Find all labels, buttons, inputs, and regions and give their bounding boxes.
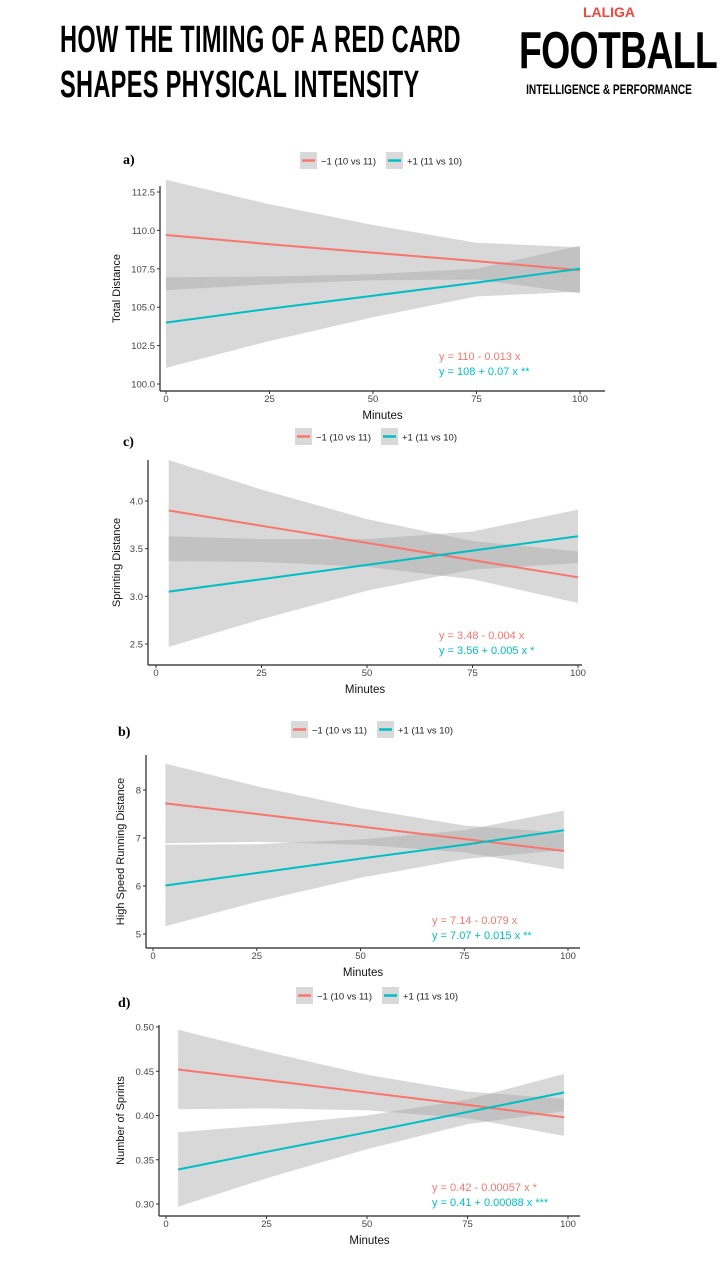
y-tick-label: 0.45: [136, 1067, 155, 1078]
legend-label: +1 (11 vs 10): [407, 157, 462, 168]
regression-equation-minus1: y = 3.48 - 0.004 x: [439, 630, 525, 642]
fit-line-plus1: [165, 829, 565, 887]
fit-line-plus1: [168, 535, 579, 593]
laliga-logo: LALIGA FOOTBALL INTELLIGENCE & PERFORMAN…: [519, 4, 718, 98]
fit-line-minus1: [165, 802, 565, 852]
x-tick-label: 25: [264, 394, 275, 405]
legend-label: −1 (10 vs 11): [321, 157, 376, 168]
y-tick-label: 4.0: [130, 497, 143, 508]
fit-line-plus1: [165, 267, 581, 324]
y-tick-label: 0.30: [136, 1200, 155, 1211]
confidence-band-plus1: [178, 1073, 564, 1207]
y-axis-title: Number of Sprints: [115, 1076, 127, 1165]
x-tick-label: 0: [163, 394, 168, 405]
x-tick-label: 25: [251, 951, 262, 962]
fit-line-plus1: [177, 1091, 565, 1171]
y-tick-label: 3.5: [130, 544, 143, 555]
x-tick-label: 0: [150, 951, 155, 962]
fit-line-minus1: [177, 1068, 565, 1119]
x-tick-label: 100: [572, 394, 588, 405]
x-axis-title: Minutes: [345, 684, 386, 696]
x-tick-label: 50: [355, 951, 366, 962]
confidence-band-minus1: [178, 1029, 564, 1136]
x-axis-title: Minutes: [349, 1235, 390, 1247]
y-tick-label: 0.50: [136, 1023, 155, 1034]
y-tick-label: 110.0: [132, 226, 155, 237]
x-tick-label: 75: [459, 951, 470, 962]
y-tick-label: 112.5: [132, 188, 155, 199]
x-tick-label: 100: [570, 668, 586, 679]
logo-subtitle-text: INTELLIGENCE & PERFORMANCE: [526, 81, 692, 97]
y-tick-label: 102.5: [131, 341, 155, 352]
regression-equation-plus1: y = 0.41 + 0.00088 x ***: [432, 1197, 549, 1209]
legend-label: +1 (11 vs 10): [398, 726, 453, 737]
confidence-band-minus1: [166, 179, 580, 294]
logo-football-text: FOOTBALL: [519, 22, 718, 80]
y-tick-label: 100.0: [131, 380, 155, 391]
y-axis-title: Total Distance: [111, 254, 123, 323]
regression-equation-plus1: y = 108 + 0.07 x **: [439, 366, 530, 378]
legend-label: −1 (10 vs 11): [316, 433, 371, 444]
x-tick-label: 50: [362, 668, 373, 679]
y-tick-label: 2.5: [130, 640, 143, 651]
legend-label: +1 (11 vs 10): [402, 433, 457, 444]
y-tick-label: 0.40: [136, 1111, 155, 1122]
legend-label: −1 (10 vs 11): [317, 992, 372, 1003]
regression-equation-plus1: y = 7.07 + 0.015 x **: [432, 930, 532, 942]
y-tick-label: 8: [136, 786, 141, 797]
x-axis-title: Minutes: [343, 967, 384, 979]
x-tick-label: 75: [467, 668, 478, 679]
y-tick-label: 0.35: [136, 1155, 155, 1166]
page-title-line-1: HOW THE TIMING OF A RED CARD: [60, 19, 461, 61]
panel-label: d): [118, 996, 131, 1011]
y-tick-label: 5: [136, 930, 141, 941]
confidence-band-plus1: [166, 245, 580, 368]
fit-line-minus1: [168, 509, 579, 579]
y-tick-label: 105.0: [131, 303, 155, 314]
confidence-band-minus1: [165, 763, 564, 870]
y-axis-title: High Speed Running Distance: [115, 778, 127, 925]
fit-line-minus1: [165, 234, 581, 272]
x-tick-label: 50: [362, 1219, 373, 1230]
x-tick-label: 25: [261, 1219, 272, 1230]
y-tick-label: 7: [136, 834, 141, 845]
x-tick-label: 100: [560, 951, 576, 962]
regression-equation-minus1: y = 0.42 - 0.00057 x *: [432, 1182, 538, 1194]
y-tick-label: 3.0: [130, 592, 143, 603]
y-tick-label: 6: [136, 882, 141, 893]
regression-equation-plus1: y = 3.56 + 0.005 x *: [439, 645, 535, 657]
logo-laliga-text: LALIGA: [582, 4, 636, 20]
panel-label: b): [118, 725, 131, 740]
x-tick-label: 0: [153, 668, 158, 679]
legend-label: −1 (10 vs 11): [312, 726, 367, 737]
panel-label: a): [123, 153, 135, 168]
panel-label: c): [123, 435, 134, 450]
regression-equation-minus1: y = 110 - 0.013 x: [439, 351, 521, 363]
x-tick-label: 75: [471, 394, 482, 405]
y-tick-label: 107.5: [131, 264, 155, 275]
x-tick-label: 25: [256, 668, 267, 679]
x-tick-label: 50: [368, 394, 379, 405]
x-tick-label: 75: [462, 1219, 473, 1230]
x-tick-label: 100: [560, 1219, 576, 1230]
confidence-band-minus1: [168, 460, 578, 603]
x-tick-label: 0: [163, 1219, 168, 1230]
x-axis-title: Minutes: [362, 410, 403, 422]
page-title-line-2: SHAPES PHYSICAL INTENSITY: [60, 64, 420, 106]
y-axis-title: Sprinting Distance: [111, 518, 123, 607]
confidence-band-plus1: [168, 509, 578, 647]
regression-equation-minus1: y = 7.14 - 0.079 x: [432, 915, 518, 927]
legend-label: +1 (11 vs 10): [403, 992, 458, 1003]
